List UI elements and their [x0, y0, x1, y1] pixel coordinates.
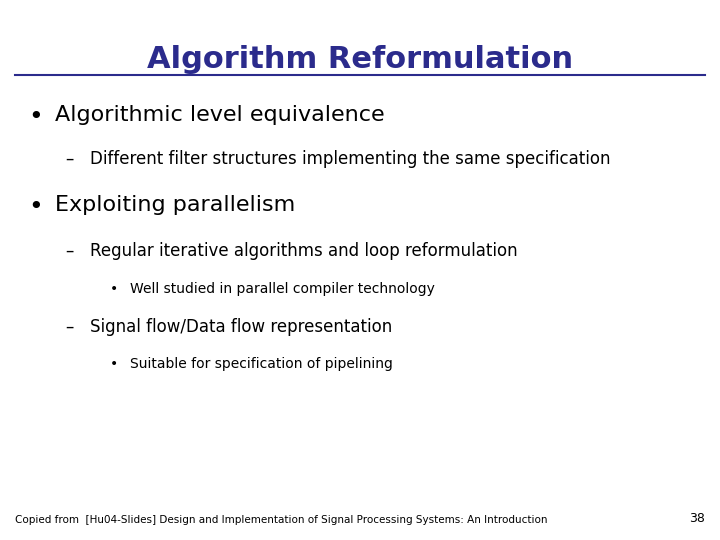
- Text: –: –: [65, 150, 73, 168]
- Text: Copied from  [Hu04-Slides] Design and Implementation of Signal Processing System: Copied from [Hu04-Slides] Design and Imp…: [15, 515, 547, 525]
- Text: Exploiting parallelism: Exploiting parallelism: [55, 195, 295, 215]
- Text: 38: 38: [689, 512, 705, 525]
- Text: •: •: [110, 282, 118, 296]
- Text: •: •: [28, 105, 42, 129]
- Text: Algorithm Reformulation: Algorithm Reformulation: [147, 45, 573, 74]
- Text: Regular iterative algorithms and loop reformulation: Regular iterative algorithms and loop re…: [90, 242, 518, 260]
- Text: •: •: [110, 357, 118, 371]
- Text: Algorithmic level equivalence: Algorithmic level equivalence: [55, 105, 384, 125]
- Text: Different filter structures implementing the same specification: Different filter structures implementing…: [90, 150, 611, 168]
- Text: –: –: [65, 242, 73, 260]
- Text: Signal flow/Data flow representation: Signal flow/Data flow representation: [90, 318, 392, 336]
- Text: –: –: [65, 318, 73, 336]
- Text: Well studied in parallel compiler technology: Well studied in parallel compiler techno…: [130, 282, 435, 296]
- Text: Suitable for specification of pipelining: Suitable for specification of pipelining: [130, 357, 393, 371]
- Text: •: •: [28, 195, 42, 219]
